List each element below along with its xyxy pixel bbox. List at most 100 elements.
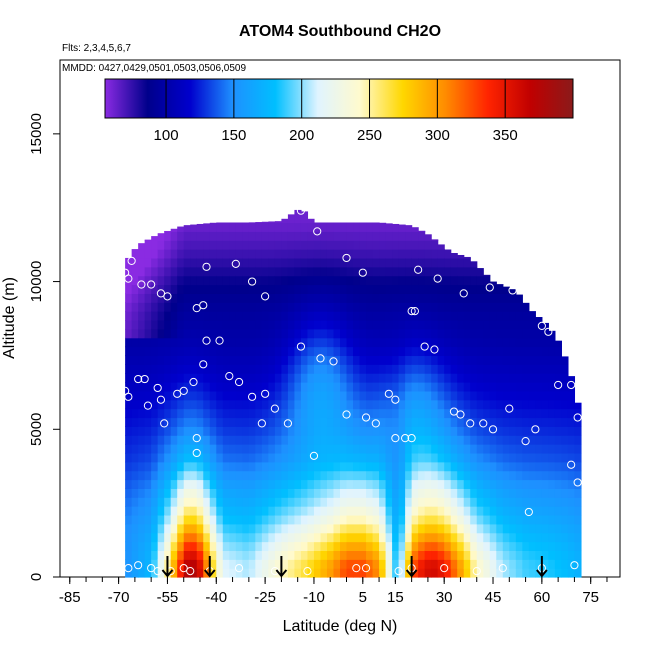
heatmap-cell xyxy=(294,506,302,516)
heatmap-cell xyxy=(203,266,211,277)
heatmap-cell xyxy=(483,488,491,498)
heatmap-cell xyxy=(281,461,289,472)
heatmap-cell xyxy=(489,479,497,489)
heatmap-cell xyxy=(359,408,367,419)
heatmap-cell xyxy=(203,399,211,410)
heatmap-cell xyxy=(411,231,419,241)
heatmap-cell xyxy=(340,417,348,427)
heatmap-cell xyxy=(411,364,419,374)
heatmap-cell xyxy=(392,337,400,348)
heatmap-cell xyxy=(326,319,335,330)
heatmap-cell xyxy=(287,550,296,560)
heatmap-cell xyxy=(483,390,491,401)
heatmap-cell xyxy=(151,541,159,552)
heatmap-cell xyxy=(222,523,230,534)
heatmap-cell xyxy=(528,532,536,543)
heatmap-cell xyxy=(177,426,185,436)
heatmap-cell xyxy=(463,256,471,259)
heatmap-cell xyxy=(320,426,328,436)
heatmap-cell xyxy=(418,364,426,374)
heatmap-cell xyxy=(431,364,439,374)
heatmap-cell xyxy=(340,222,348,232)
sample-point xyxy=(202,262,211,271)
heatmap-cell xyxy=(333,523,341,534)
heatmap-cell xyxy=(261,399,269,410)
heatmap-cell xyxy=(255,399,263,410)
heatmap-cell xyxy=(522,523,530,534)
heatmap-cell xyxy=(437,319,445,330)
heatmap-cell xyxy=(502,293,510,303)
heatmap-cell xyxy=(235,231,243,241)
heatmap-cell xyxy=(196,390,204,401)
heatmap-cell xyxy=(164,249,172,259)
heatmap-cell xyxy=(242,523,250,534)
heatmap-cell xyxy=(548,435,556,445)
heatmap-cell xyxy=(554,364,562,374)
heatmap-cell xyxy=(535,373,543,383)
heatmap-cell xyxy=(326,240,335,250)
heatmap-cell xyxy=(405,497,413,507)
heatmap-cell xyxy=(255,346,263,357)
heatmap-cell xyxy=(287,266,296,277)
heatmap-cell xyxy=(177,346,185,357)
heatmap-cell xyxy=(372,550,380,560)
heatmap-cell xyxy=(255,249,263,259)
heatmap-cell xyxy=(313,328,322,339)
heatmap-cell xyxy=(567,382,576,392)
heatmap-cell xyxy=(574,444,582,454)
heatmap-cell xyxy=(294,328,302,339)
heatmap-cell xyxy=(392,488,400,498)
heatmap-cell xyxy=(216,532,224,543)
heatmap-cell xyxy=(340,532,348,543)
heatmap-cell xyxy=(196,311,204,321)
heatmap-cell xyxy=(509,408,517,419)
heatmap-cell xyxy=(144,249,152,259)
heatmap-cell xyxy=(255,506,263,516)
heatmap-cell xyxy=(177,284,185,294)
heatmap-cell xyxy=(144,461,152,472)
heatmap-cell xyxy=(561,523,569,534)
heatmap-cell xyxy=(196,532,204,543)
heatmap-cell xyxy=(333,382,341,392)
heatmap-cell xyxy=(366,444,374,454)
chart-title: ATOM4 Southbound CH2O xyxy=(239,23,441,40)
heatmap-cell xyxy=(528,470,536,481)
heatmap-cell xyxy=(366,364,374,374)
heatmap-cell xyxy=(287,284,296,294)
heatmap-cell xyxy=(366,231,374,241)
heatmap-cell xyxy=(320,550,328,560)
sample-point xyxy=(186,566,195,576)
heatmap-cell xyxy=(274,302,282,312)
heatmap-cell xyxy=(509,532,517,543)
heatmap-cell xyxy=(248,382,256,392)
heatmap-cell xyxy=(554,399,562,410)
heatmap-cell xyxy=(300,337,309,348)
sample-point xyxy=(449,407,459,416)
heatmap-cell xyxy=(209,373,217,383)
heatmap-cell xyxy=(196,497,204,507)
heatmap-cell xyxy=(554,506,562,516)
heatmap-cell xyxy=(392,532,400,543)
heatmap-cell xyxy=(196,541,204,552)
heatmap-cell xyxy=(300,249,309,259)
heatmap-cell xyxy=(502,435,510,445)
heatmap-cell xyxy=(470,559,478,569)
heatmap-cell xyxy=(372,488,380,498)
heatmap-cell xyxy=(431,435,439,445)
heatmap-cell xyxy=(379,399,387,410)
heatmap-cell xyxy=(261,311,269,321)
heatmap-cell xyxy=(242,275,250,286)
heatmap-cell xyxy=(431,479,439,489)
heatmap-cell xyxy=(177,355,185,365)
heatmap-cell xyxy=(170,452,178,463)
heatmap-cell xyxy=(359,302,367,312)
heatmap-cell xyxy=(287,559,296,569)
heatmap-cell xyxy=(287,293,296,303)
heatmap-cell xyxy=(411,382,419,392)
heatmap-cell xyxy=(340,337,348,348)
heatmap-cell xyxy=(287,435,296,445)
heatmap-cell xyxy=(483,293,491,303)
heatmap-cell xyxy=(144,488,152,498)
heatmap-cell xyxy=(144,293,152,303)
heatmap-cell xyxy=(567,568,576,578)
